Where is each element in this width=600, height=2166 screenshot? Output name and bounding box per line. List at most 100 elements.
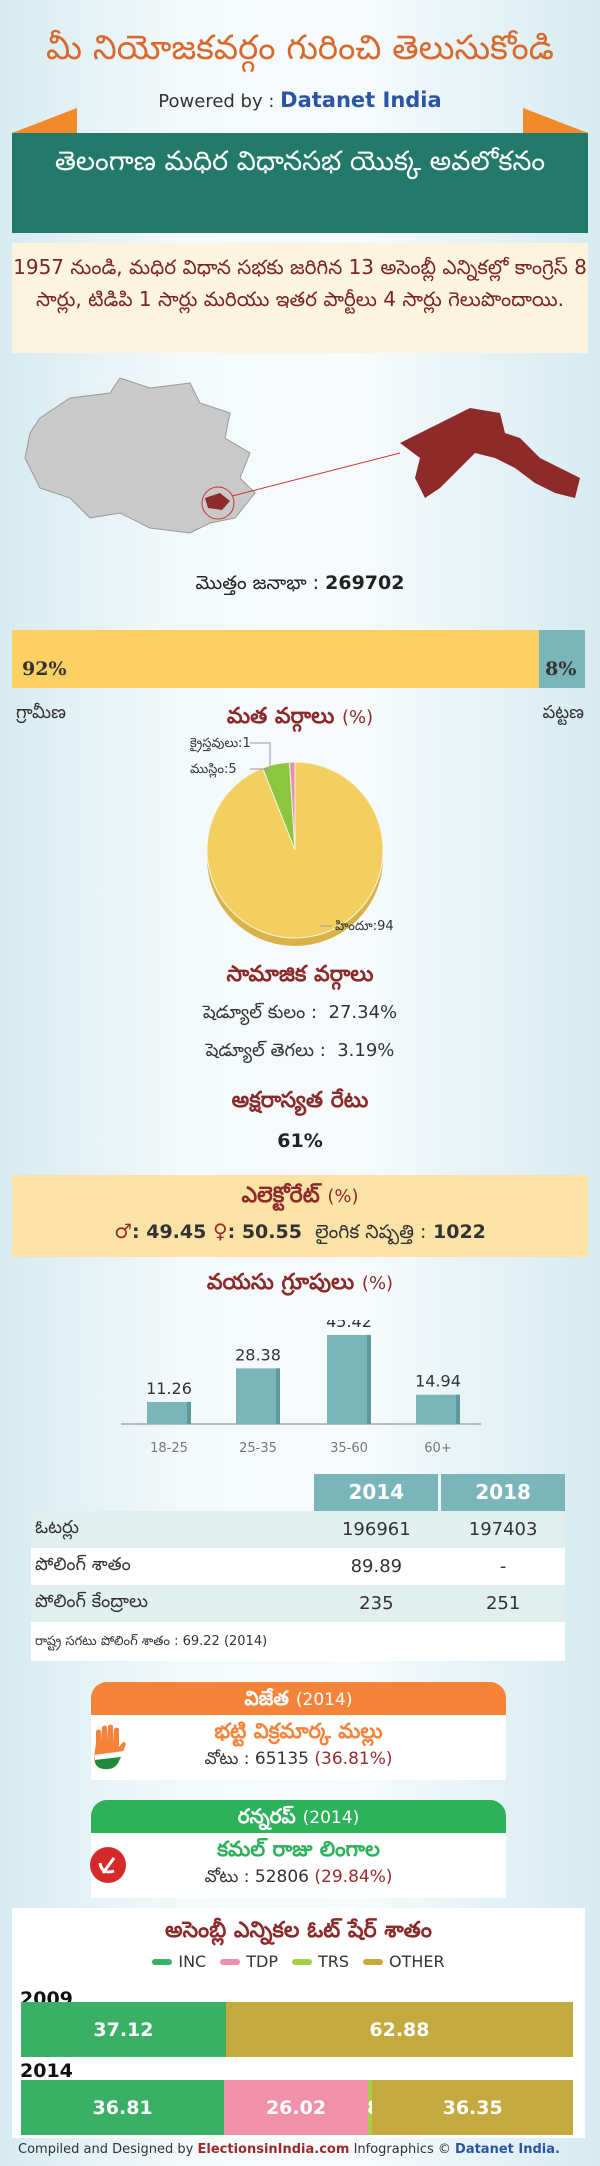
segment-other-2014: 36.35 (372, 2080, 573, 2135)
pie-slice-2 (288, 761, 296, 851)
credit-site: ElectionsinIndia.com (197, 2142, 350, 2157)
cell: - (499, 1556, 507, 1577)
leader-line (250, 768, 269, 773)
constituency-zoom (400, 408, 580, 498)
year-label-2014: 2014 (20, 2060, 73, 2082)
table-row: ఓటర్లు 196961 197403 (31, 1511, 565, 1548)
map-pointer (231, 452, 401, 497)
age-bar-60+ (416, 1394, 460, 1424)
religion-title: మత వర్గాలు (%) (0, 704, 600, 734)
legend-item-tdp: TDP (220, 1952, 278, 1971)
vote-share-panel: అసెంబ్లీ ఎన్నికల ఓట్ షేర్ శాతం INC TDP TRS… (12, 1908, 585, 2138)
vote-pct: (29.84%) (314, 1867, 393, 1887)
row-label: పోలింగ్ శాతం (35, 1554, 131, 1575)
vote-pct: (36.81%) (314, 1749, 393, 1769)
religion-pie-chart: హిందూ:94 ముస్లిం:5 క్రైస్తవులు:1 (190, 736, 394, 946)
col-2018: 2018 (441, 1474, 565, 1511)
row-label: ఓటర్లు (35, 1517, 79, 1538)
winner-title: విజేత (244, 1686, 289, 1710)
table-row: పోలింగ్ శాతం 89.89 - (31, 1548, 565, 1585)
st-label: షెడ్యూల్ తెగలు : (205, 1040, 326, 1061)
electorate-unit: (%) (327, 1186, 359, 1207)
winner-votes: వోటు : 65135 (36.81%) (91, 1749, 506, 1773)
rural-label: గ్రామీణ (16, 702, 66, 723)
powered-by: Powered by : Datanet India (0, 88, 600, 112)
runnerup-body: కమల్ రాజు లింగాల వోటు : 52806 (29.84%) (90, 1833, 506, 1898)
age-bar-shade (276, 1368, 280, 1424)
legend-label: INC (178, 1952, 207, 1971)
col-2014: 2014 (314, 1474, 439, 1511)
winner-card: విజేత (2014) భట్టి విక్రమార్క మల్లు వోటు… (91, 1682, 506, 1780)
age-bar-shade (456, 1394, 460, 1424)
rural-urban-bar: 92% 8% (12, 630, 585, 688)
literacy-title: అక్షరాస్యత రేటు (231, 1088, 369, 1113)
age-title-text: వయసు గ్రూపులు (206, 1270, 355, 1295)
male-pct: : 49.45 (132, 1221, 207, 1243)
constituency-map (24, 377, 580, 534)
age-category-label: 18-25 (150, 1441, 188, 1456)
age-bar-35-60 (327, 1334, 371, 1424)
urban-label: పట్టణ (542, 702, 584, 723)
ribbon-fold-right (523, 108, 588, 133)
legend-label: TRS (317, 1952, 350, 1971)
religion-unit: (%) (342, 707, 374, 728)
constituency-highlight (205, 493, 230, 510)
intro-text: 1957 నుండి, మధిర విధాన సభకు జరిగిన 13 అస… (12, 243, 588, 353)
row-label: పోలింగ్ కేంద్రాలు (35, 1591, 148, 1612)
legend-swatch (363, 1958, 384, 1965)
pie-label-0: హిందూ:94 (335, 919, 394, 934)
legend-swatch (152, 1958, 173, 1965)
age-value-label: 11.26 (146, 1379, 192, 1398)
runnerup-name: కమల్ రాజు లింగాల (217, 1837, 380, 1861)
highlight-circle (201, 486, 235, 520)
cell: 197403 (468, 1519, 538, 1540)
age-groups-title: వయసు గ్రూపులు (%) (0, 1270, 600, 1300)
legend-item-other: OTHER (363, 1952, 445, 1971)
urban-segment: 8% (539, 630, 585, 688)
vote-share-legend: INC TDP TRS OTHER (12, 1952, 585, 1971)
cell: 251 (485, 1593, 521, 1614)
vote-share-title: అసెంబ్లీ ఎన్నికల ఓట్ షేర్ శాతం (165, 1918, 432, 1943)
segment-trs-2014: 0.82 (367, 2080, 373, 2135)
table-header: 2014 2018 (31, 1474, 565, 1511)
page-title: మీ నియోజకవర్గం గురించి తెలుసుకోండి (46, 28, 554, 68)
cell: 89.89 (350, 1556, 403, 1577)
age-value-label: 28.38 (235, 1345, 281, 1364)
credit-mid: Infographics © (353, 2142, 451, 2157)
table-row: పోలింగ్ కేంద్రాలు 235 251 (31, 1585, 565, 1622)
runnerup-title: రన్నరప్ (237, 1804, 296, 1828)
runnerup-card: రన్నరప్ (2014) కమల్ రాజు లింగాల వోటు : 5… (90, 1800, 506, 1898)
cell: 235 (359, 1593, 394, 1614)
age-category-label: 35-60 (330, 1441, 368, 1456)
legend-swatch (220, 1958, 241, 1965)
state-map (24, 377, 256, 534)
male-icon: ♂ (114, 1219, 133, 1243)
legend-label: TDP (246, 1952, 278, 1971)
segment-inc-2009: 37.12 (21, 2002, 226, 2057)
vote-label: వోటు : (204, 1867, 250, 1887)
segment-inc-2014: 36.81 (21, 2080, 225, 2135)
vote-share-bar-2009: 37.12 62.88 (21, 2002, 573, 2057)
pie-label-1: ముస్లిం:5 (190, 762, 237, 778)
vote-label: వోటు : (204, 1749, 250, 1769)
age-bar-chart: 11.26 18-25 28.38 25-35 45.42 35-60 14.94 60+ (121, 1320, 481, 1456)
population-label: మొత్తం జనాభా : (195, 572, 320, 594)
footer-credit: Compiled and Designed by ElectionsinIndi… (18, 2142, 560, 2157)
winner-body: భట్టి విక్రమార్క మల్లు వోటు : 65135 (36.… (91, 1715, 506, 1780)
winner-header: విజేత (2014) (91, 1682, 506, 1715)
runnerup-header: రన్నరప్ (2014) (91, 1800, 506, 1833)
population-value: 269702 (325, 572, 405, 594)
sc-row: షెడ్యూల్ కులం : 27.34% (0, 1002, 600, 1027)
sex-ratio-value: 1022 (433, 1221, 486, 1243)
congress-hand-icon (94, 1724, 126, 1770)
st-row: షెడ్యూల్ తెగలు : 3.19% (0, 1040, 600, 1065)
winner-name: భట్టి విక్రమార్క మల్లు (214, 1719, 383, 1743)
ribbon-fold-left (12, 108, 77, 133)
rural-segment: 92% (12, 630, 540, 688)
legend-item-inc: INC (152, 1952, 206, 1971)
electorate-title-text: ఎలెక్టోరేట్ (241, 1183, 320, 1208)
legend-item-trs: TRS (291, 1952, 350, 1971)
age-bar-25-35 (236, 1368, 280, 1424)
sex-ratio-label: లైంగిక నిష్పత్తి : (315, 1221, 427, 1243)
